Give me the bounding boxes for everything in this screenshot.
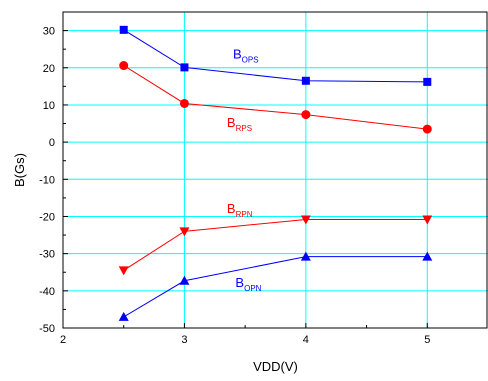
- data-point-opn: [118, 311, 129, 321]
- data-point-rpn: [300, 215, 311, 225]
- y-tick-label: -10: [39, 174, 55, 186]
- data-point-ops: [423, 77, 432, 86]
- x-tick-label: 5: [424, 334, 430, 346]
- data-point-rpn: [179, 227, 190, 237]
- data-point-rps: [301, 110, 311, 120]
- series-line-opn: [123, 256, 428, 318]
- y-tick-label: 10: [43, 100, 55, 112]
- data-point-rps: [179, 98, 189, 108]
- series-label-opn: BOPN: [235, 275, 261, 293]
- data-point-ops: [180, 63, 189, 72]
- series-label-rpn: BRPN: [227, 201, 253, 219]
- x-tick-label: 2: [60, 334, 66, 346]
- data-point-ops: [301, 76, 310, 85]
- y-tick-label: 20: [43, 63, 55, 75]
- data-point-ops: [119, 25, 128, 34]
- series-label-ops: BOPS: [233, 46, 259, 64]
- data-point-opn: [422, 251, 433, 261]
- plot-frame: [62, 11, 488, 329]
- series-line-ops: [123, 29, 428, 83]
- series-line-rps: [123, 65, 428, 130]
- series-label-rps: BRPS: [227, 115, 252, 133]
- data-point-opn: [179, 275, 190, 285]
- y-tick-label: 30: [43, 26, 55, 38]
- y-axis-title: B(Gs): [12, 153, 27, 187]
- x-axis-title: VDD(V): [253, 359, 298, 374]
- data-point-rpn: [422, 215, 433, 225]
- x-tick-label: 4: [303, 334, 309, 346]
- series-group: BOPS BRPS BRPN BOPN: [118, 25, 433, 321]
- x-tick-label: 3: [181, 334, 187, 346]
- data-point-opn: [300, 251, 311, 261]
- data-point-rpn: [118, 266, 129, 276]
- y-tick-label: -30: [39, 249, 55, 261]
- y-tick-label: -50: [39, 323, 55, 335]
- grid-lines: [63, 12, 488, 328]
- data-point-rps: [422, 124, 432, 134]
- y-tick-label: 0: [49, 137, 55, 149]
- y-tick-label: -40: [39, 286, 55, 298]
- series-line-rpn: [123, 218, 428, 271]
- y-tick-label: -20: [39, 211, 55, 223]
- data-point-rps: [119, 61, 129, 71]
- axis-ticks: 2 3 4 5 -50 -40 -30 -20 -10 0 10 20 30: [39, 26, 430, 346]
